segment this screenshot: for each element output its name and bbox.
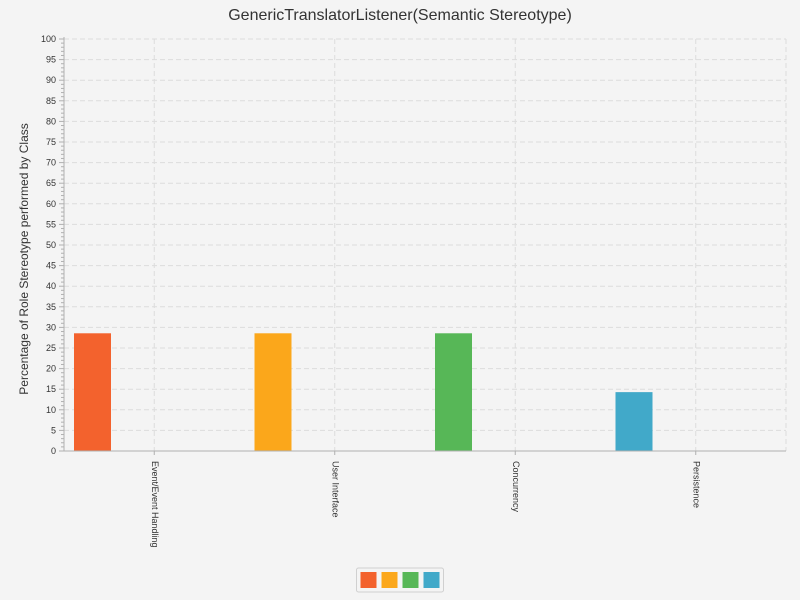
legend-box: [356, 567, 444, 593]
bar: [254, 333, 292, 451]
legend: [356, 567, 444, 593]
axes: [59, 37, 786, 455]
x-tick-label: Concurrency: [511, 461, 521, 513]
x-tick-label: User Interface: [330, 461, 340, 518]
x-tick-label: Persistence: [691, 461, 701, 508]
y-tick-label: 60: [46, 199, 56, 209]
y-tick-label: 5: [51, 425, 56, 435]
y-tick-label: 45: [46, 261, 56, 271]
bar: [615, 392, 653, 451]
y-tick-label: 85: [46, 96, 56, 106]
y-tick-label: 20: [46, 364, 56, 374]
bar: [435, 333, 472, 451]
y-tick-label: 100: [41, 34, 56, 44]
chart-title: GenericTranslatorListener(Semantic Stere…: [228, 7, 572, 24]
y-tick-label: 15: [46, 384, 56, 394]
bar: [74, 333, 111, 451]
y-tick-label: 70: [46, 158, 56, 168]
labels: 0 5 10 15 20 25 30 35 40 45 50 55 60 65 70 75 80 85 90 95 10…: [17, 34, 701, 548]
y-tick-label: 50: [46, 240, 56, 250]
y-tick-label: 35: [46, 302, 56, 312]
legend-swatch: [423, 572, 440, 588]
y-tick-label: 30: [46, 322, 56, 332]
y-tick-label: 40: [46, 281, 56, 291]
y-tick-label: 10: [46, 405, 56, 415]
legend-swatch: [381, 572, 398, 588]
y-tick-label: 75: [46, 137, 56, 147]
bars: [74, 333, 653, 451]
y-tick-label: 90: [46, 75, 56, 85]
y-tick-label: 65: [46, 178, 56, 188]
grid: [64, 38, 787, 451]
legend-swatch: [360, 572, 377, 588]
x-tick-label: Event/Event Handling: [150, 461, 160, 548]
y-tick-label: 55: [46, 219, 56, 229]
y-tick-label: 80: [46, 116, 56, 126]
y-tick-label: 25: [46, 343, 56, 353]
y-axis-title: Percentage of Role Stereotype performed …: [17, 123, 31, 394]
y-tick-label: 0: [51, 446, 56, 456]
y-tick-label: 95: [46, 55, 56, 65]
legend-swatch: [402, 572, 419, 588]
